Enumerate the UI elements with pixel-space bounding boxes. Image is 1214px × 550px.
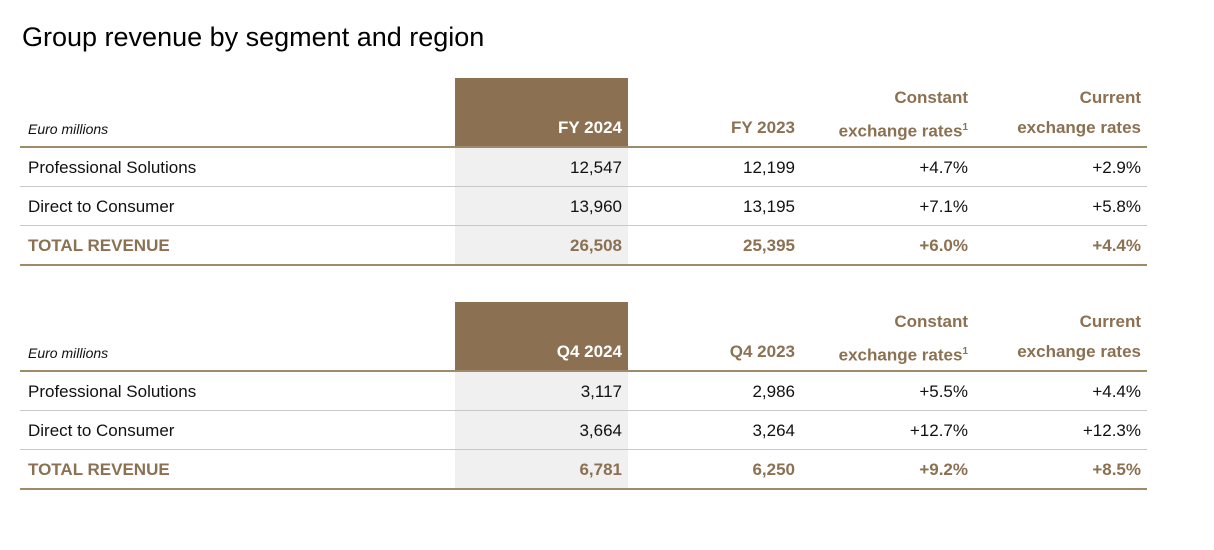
table-cell: Professional Solutions — [28, 158, 197, 177]
table-cell: +2.9% — [1092, 158, 1141, 177]
header-text: exchange rates — [1017, 342, 1141, 361]
total-cell: TOTAL REVENUE — [28, 236, 170, 255]
column-header: exchange rates1 — [800, 113, 968, 147]
total-cell: 25,395 — [743, 236, 795, 255]
table-cell: +7.1% — [919, 197, 968, 216]
table-cell: +4.4% — [1092, 382, 1141, 401]
column-header: Constant — [894, 312, 968, 331]
highlight-column — [455, 148, 628, 265]
total-cell: 6,250 — [752, 460, 795, 479]
header-text: exchange rates — [1017, 118, 1141, 137]
column-header: Current — [1079, 312, 1141, 331]
total-cell: +4.4% — [1092, 236, 1141, 255]
table-cell: Professional Solutions — [28, 382, 197, 401]
table-cell: +5.5% — [919, 382, 968, 401]
unit-label: Euro millions — [28, 345, 109, 361]
row-divider — [20, 449, 1147, 450]
table-bottom-rule — [20, 264, 1147, 266]
column-header: Constant — [894, 88, 968, 107]
footnote-mark: 1 — [962, 122, 968, 133]
page-title: Group revenue by segment and region — [22, 22, 485, 52]
total-cell: +9.2% — [919, 460, 968, 479]
total-cell: 6,781 — [579, 460, 622, 479]
footnote-mark: 1 — [962, 346, 968, 357]
total-cell: +8.5% — [1092, 460, 1141, 479]
table-cell: Direct to Consumer — [28, 421, 175, 440]
total-cell: TOTAL REVENUE — [28, 460, 170, 479]
header-text: exchange rates — [838, 345, 963, 365]
header-rule — [20, 370, 1147, 372]
highlight-header — [455, 302, 628, 371]
column-header: FY 2023 — [731, 118, 795, 137]
table-cell: 3,664 — [579, 421, 622, 440]
column-header: Current — [1079, 88, 1141, 107]
row-divider — [20, 186, 1147, 187]
column-header: exchange rates — [973, 337, 1141, 367]
table-cell: 12,199 — [743, 158, 795, 177]
column-header: FY 2024 — [558, 118, 622, 137]
table-cell: 13,960 — [570, 197, 622, 216]
table-cell: 3,264 — [752, 421, 795, 440]
table-cell: 13,195 — [743, 197, 795, 216]
row-divider — [20, 225, 1147, 226]
column-header: exchange rates — [973, 113, 1141, 143]
table-cell: 2,986 — [752, 382, 795, 401]
highlight-header — [455, 78, 628, 147]
total-cell: 26,508 — [570, 236, 622, 255]
highlight-column — [455, 372, 628, 489]
table-cell: +12.7% — [909, 421, 968, 440]
column-header: Q4 2023 — [729, 342, 795, 361]
table-cell: +12.3% — [1082, 421, 1141, 440]
table-cell: Direct to Consumer — [28, 197, 175, 216]
table-bottom-rule — [20, 488, 1147, 490]
header-rule — [20, 146, 1147, 148]
total-cell: +6.0% — [919, 236, 968, 255]
column-header: Q4 2024 — [556, 342, 622, 361]
table-cell: 12,547 — [570, 158, 622, 177]
table-cell: +4.7% — [919, 158, 968, 177]
row-divider — [20, 410, 1147, 411]
header-text: exchange rates — [838, 121, 963, 141]
column-header: exchange rates1 — [800, 337, 968, 371]
unit-label: Euro millions — [28, 121, 109, 137]
table-cell: 3,117 — [580, 382, 622, 401]
table-cell: +5.8% — [1092, 197, 1141, 216]
